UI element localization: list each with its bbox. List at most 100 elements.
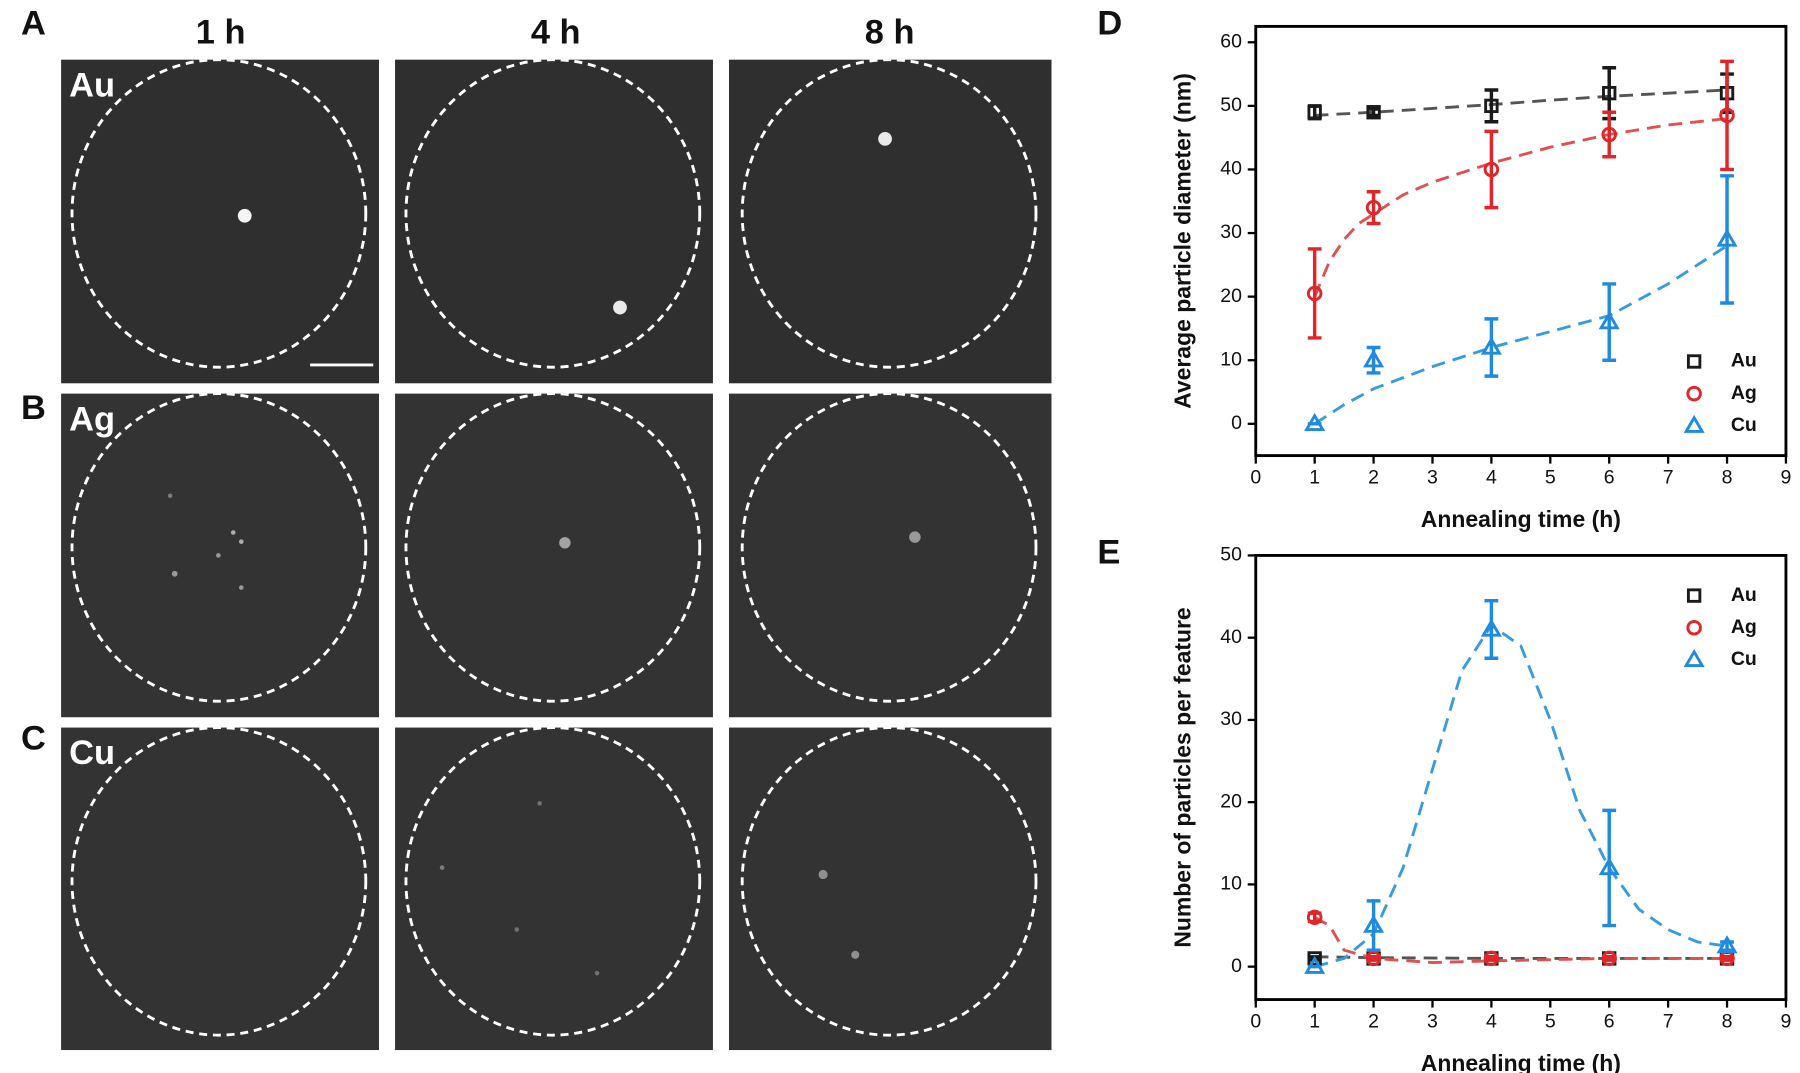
marker: [1480, 336, 1502, 355]
y-tick-label: 40: [1220, 626, 1242, 648]
x-tick-label: 1: [1309, 1011, 1320, 1033]
particle: [171, 570, 178, 577]
particle: [537, 801, 542, 806]
y-tick-label: 20: [1220, 790, 1242, 812]
error-bar: [1602, 110, 1617, 159]
metal-label: Cu: [69, 734, 115, 772]
feature-outline: [70, 726, 368, 1037]
marker: [1363, 914, 1385, 933]
legend-marker: [1686, 354, 1702, 369]
panel-label: D: [1097, 4, 1122, 42]
error-bar: [1720, 174, 1734, 305]
x-tick-label: 9: [1781, 467, 1792, 489]
feature-outline: [70, 58, 368, 369]
error-bar: [1720, 59, 1734, 172]
x-axis-label: Annealing time (h): [1421, 1050, 1621, 1073]
feature-outline: [740, 392, 1038, 703]
x-tick-label: 3: [1427, 467, 1438, 489]
particle: [909, 531, 921, 543]
x-axis-label: Annealing time (h): [1421, 506, 1621, 532]
marker: [1307, 105, 1322, 120]
particle: [878, 131, 892, 146]
fit-curve: [1313, 244, 1728, 426]
y-tick-label: 10: [1220, 873, 1242, 895]
panel-label: E: [1097, 533, 1120, 571]
feature-outline: [70, 392, 368, 703]
marker: [1363, 349, 1385, 368]
fit-curve: [1314, 88, 1728, 117]
particle: [439, 865, 445, 870]
x-tick-label: 5: [1545, 1011, 1556, 1033]
legend-label: Ag: [1731, 616, 1757, 638]
x-tick-label: 5: [1545, 467, 1556, 489]
legend-marker: [1683, 414, 1705, 433]
marker: [1366, 105, 1381, 120]
x-tick-label: 6: [1604, 1011, 1615, 1033]
y-tick-label: 60: [1220, 30, 1242, 52]
legend-marker: [1686, 619, 1702, 636]
particle: [613, 300, 627, 315]
marker: [1306, 285, 1323, 302]
error-bar: [1484, 955, 1499, 962]
legend-label: Cu: [1731, 648, 1757, 670]
marker: [1719, 107, 1735, 124]
error-bar: [1366, 899, 1381, 952]
y-axis-label: Average particle diameter (nm): [1170, 73, 1196, 409]
plot-frame: [1254, 24, 1788, 458]
legend-marker: [1683, 648, 1705, 668]
marker: [1598, 311, 1620, 330]
particle: [238, 585, 244, 590]
y-tick-label: 30: [1220, 221, 1242, 243]
legend-label: Cu: [1731, 414, 1757, 436]
x-tick-label: 4: [1486, 467, 1497, 489]
particle: [559, 537, 571, 549]
panel-label: C: [21, 719, 46, 757]
y-tick-label: 0: [1231, 412, 1242, 434]
panel-label: A: [21, 4, 46, 42]
x-tick-label: 6: [1604, 467, 1615, 489]
error-bar: [1602, 955, 1617, 962]
particle: [818, 869, 828, 880]
metal-label: Ag: [69, 400, 115, 438]
particle: [594, 970, 600, 976]
x-tick-label: 2: [1368, 1011, 1379, 1033]
feature-outline: [404, 58, 702, 369]
marker: [1484, 98, 1499, 114]
particle: [514, 927, 519, 932]
fit-curve: [1314, 623, 1728, 969]
x-tick-label: 0: [1250, 467, 1261, 489]
particle: [167, 493, 173, 499]
micrograph: [729, 59, 1052, 384]
marker: [1365, 199, 1382, 216]
x-tick-label: 3: [1427, 1011, 1438, 1033]
x-tick-label: 7: [1663, 1011, 1674, 1033]
error-bar: [1366, 955, 1381, 962]
marker: [1307, 951, 1322, 966]
error-bar: [1484, 88, 1499, 124]
particle: [237, 208, 252, 223]
marker: [1483, 950, 1500, 967]
legend-marker: [1686, 385, 1702, 402]
y-tick-label: 20: [1220, 285, 1242, 307]
feature-outline: [404, 392, 702, 703]
fit-curve: [1313, 117, 1728, 298]
micrograph: [61, 727, 379, 1051]
y-tick-label: 50: [1220, 544, 1242, 566]
particle: [851, 950, 860, 959]
x-tick-label: 0: [1250, 1011, 1261, 1033]
y-tick-label: 30: [1220, 708, 1242, 730]
feature-outline: [740, 726, 1038, 1037]
micrograph: [61, 59, 379, 384]
particle: [216, 553, 221, 558]
error-bar: [1720, 955, 1734, 962]
legend-marker: [1686, 588, 1702, 603]
x-tick-label: 8: [1722, 467, 1733, 489]
marker: [1480, 618, 1502, 637]
error-bar: [1484, 317, 1499, 378]
marker: [1306, 909, 1323, 926]
particle: [238, 539, 244, 544]
marker: [1601, 126, 1617, 143]
particle: [230, 530, 236, 535]
error-bar: [1484, 129, 1499, 210]
